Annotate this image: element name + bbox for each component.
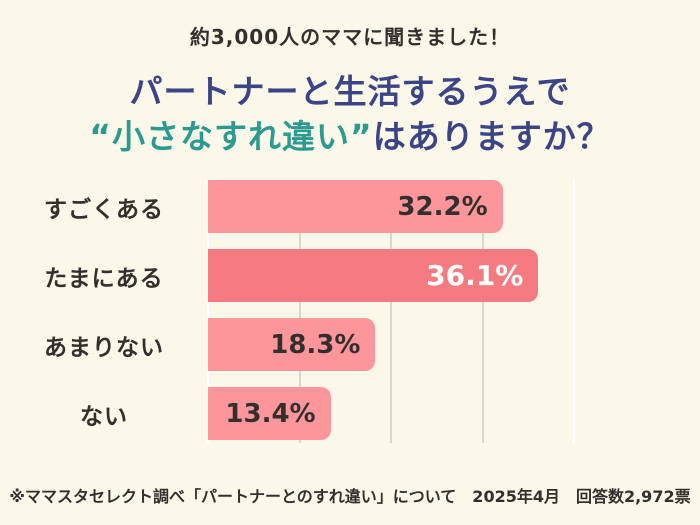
gridlines — [207, 180, 575, 443]
gridline — [298, 180, 301, 443]
bar-zone: 36.1% — [208, 249, 574, 302]
bar-row-nai: ない 13.4% — [0, 387, 700, 440]
gridline — [481, 180, 484, 443]
bar-tamani-aru: 36.1% — [208, 249, 539, 302]
bar-zone: 13.4% — [208, 387, 574, 440]
value-label: 36.1% — [426, 259, 524, 292]
value-label: 32.2% — [397, 191, 488, 222]
bar-nai: 13.4% — [208, 387, 331, 440]
gridline — [390, 180, 392, 443]
chart-title: パートナーと生活するうえで “小さなすれ違い”はありますか？ — [0, 70, 700, 160]
source-note: ※ママスタセレクト調べ「パートナーとのすれ違い」について 2025年4月 回答数… — [9, 487, 691, 506]
category-label: あまりない — [44, 334, 164, 361]
bar-amari-nai: 18.3% — [208, 318, 376, 371]
bar-chart: すごくある 32.2% たまにある 36.1% あまりない 18.3% — [0, 180, 700, 443]
title-line2-highlight: “小さなすれ違い” — [89, 116, 373, 156]
title-line2-rest: はありますか？ — [372, 116, 611, 156]
category-label: たまにある — [44, 265, 164, 292]
value-label: 13.4% — [225, 398, 316, 429]
category-label: ない — [80, 403, 128, 430]
title-line1: パートナーと生活するうえで — [129, 72, 571, 111]
category-label: すごくある — [44, 196, 164, 223]
bar-sugoku-aru: 32.2% — [208, 180, 503, 233]
gridline — [207, 180, 209, 443]
bar-row-tamani-aru: たまにある 36.1% — [0, 249, 700, 302]
bar-zone: 18.3% — [208, 318, 574, 371]
bar-row-sugoku-aru: すごくある 32.2% — [0, 180, 700, 233]
survey-subtitle: 約3,000人のママに聞きました！ — [189, 25, 511, 49]
bar-row-amari-nai: あまりない 18.3% — [0, 318, 700, 371]
gridline — [573, 180, 575, 443]
value-label: 18.3% — [270, 329, 361, 360]
bar-zone: 32.2% — [208, 180, 574, 233]
